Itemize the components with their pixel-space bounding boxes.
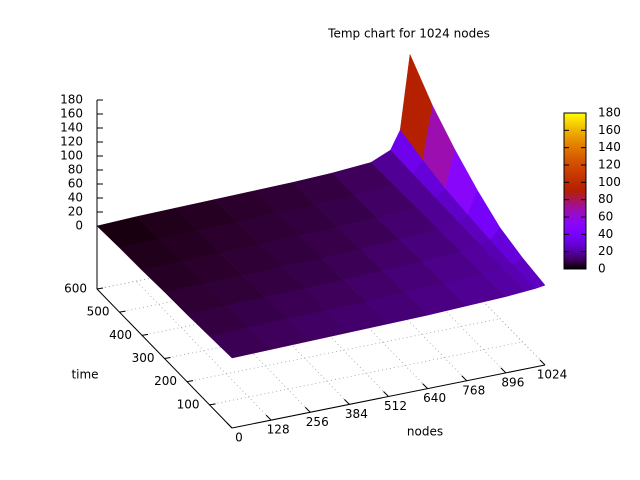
x-tick [539,359,546,366]
y-tick-label: 400 [109,328,132,342]
colorbar-tick-label: 180 [598,106,621,120]
x-tick-label: 768 [462,383,485,397]
x-tick [304,406,311,413]
z-tick-label: 180 [60,93,83,107]
surface-patch [208,327,272,359]
colorbar-tick-label: 60 [598,210,613,224]
colorbar-tick-label: 20 [598,244,613,258]
z-tick-label: 160 [60,107,83,121]
x-tick-label: 128 [267,423,290,437]
y-tick [96,287,104,290]
x-tick-label: 896 [501,375,524,389]
z-tick-label: 140 [60,121,83,135]
y-tick [164,357,171,359]
chart-title: Temp chart for 1024 nodes [327,27,490,41]
x-tick [383,391,389,397]
colorbar [563,112,587,270]
y-axis-label: time [71,368,98,382]
colorbar-tick-label: 80 [598,192,613,206]
grid-line [135,280,272,421]
x-tick-label: 256 [306,415,329,429]
colorbar-tick-label: 40 [598,227,613,241]
z-tick-label: 120 [60,135,83,149]
z-tick-label: 100 [60,149,83,163]
x-tick [461,375,468,382]
z-tick-label: 60 [68,177,83,191]
x-tick [344,399,350,405]
x-tick-label: 0 [235,431,243,445]
z-tick-label: 20 [68,205,83,219]
z-tick-label: 40 [68,191,83,205]
colorbar-tick-label: 140 [598,140,621,154]
colorbar-tick-label: 120 [598,158,621,172]
colorbar-tick-label: 100 [598,175,621,189]
x-tick [500,367,507,374]
y-tick-label: 500 [87,305,110,319]
y-tick-label: 600 [64,282,87,296]
x-tick-label: 1024 [537,368,568,382]
y-tick-label: 200 [154,374,177,388]
x-tick-label: 640 [423,391,446,405]
colorbar-tick-label: 160 [598,123,621,137]
x-tick [265,414,272,421]
x-tick [422,383,428,389]
y-tick [141,333,149,336]
x-axis-label: nodes [407,425,443,439]
y-tick-label: 100 [177,397,200,411]
x-tick-label: 512 [384,399,407,413]
y-tick [186,380,194,383]
z-tick-label: 80 [68,163,83,177]
y-tick [119,310,126,313]
z-tick-label: 0 [75,219,83,233]
y-tick [209,403,216,406]
colorbar-tick-label: 0 [598,262,606,276]
x-tick [226,422,233,429]
y-tick-label: 300 [132,351,155,365]
x-tick-label: 384 [345,407,368,421]
